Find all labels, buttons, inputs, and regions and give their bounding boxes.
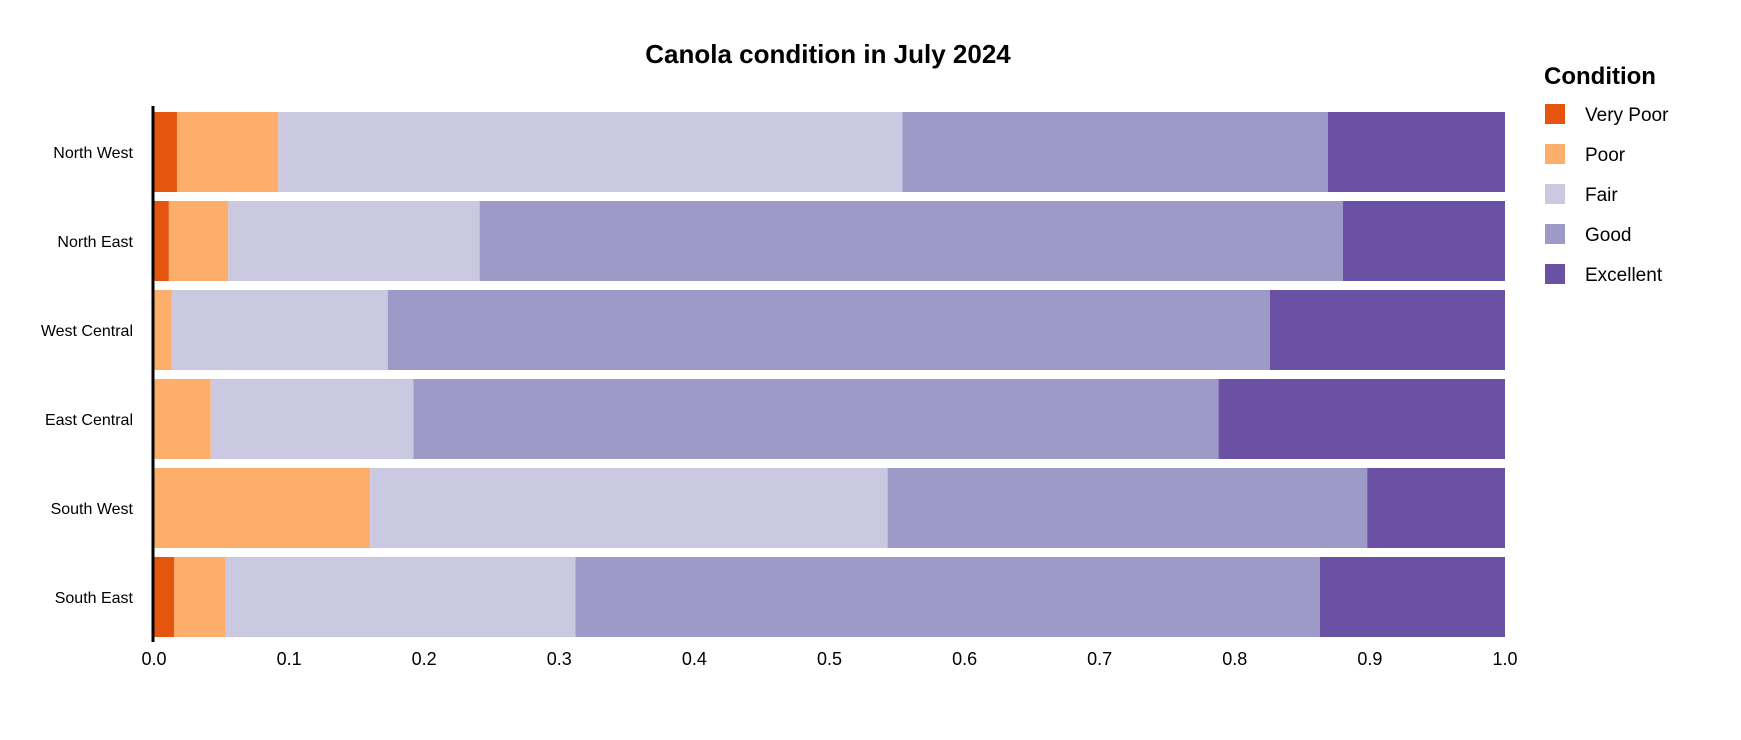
bar-west-central-poor bbox=[154, 290, 172, 370]
bar-west-central-good bbox=[387, 290, 1270, 370]
bar-south-east-poor bbox=[174, 557, 226, 637]
bar-east-central-fair bbox=[210, 379, 414, 459]
bar-south-west-fair bbox=[370, 468, 888, 548]
legend-label-poor: Poor bbox=[1585, 145, 1626, 166]
x-tick-label: 0.1 bbox=[277, 649, 302, 669]
legend-label-very-poor: Very Poor bbox=[1585, 105, 1669, 126]
category-label-east-central: East Central bbox=[45, 412, 133, 429]
bar-north-west-very-poor bbox=[154, 112, 177, 192]
x-tick-label: 0.4 bbox=[682, 649, 707, 669]
legend-swatch-good bbox=[1545, 224, 1565, 244]
bar-south-east-very-poor bbox=[154, 557, 175, 637]
x-axis-ticks: 0.0 0.1 0.2 0.3 0.4 0.5 0.6 0.7 0.8 0.9 1.0 bbox=[141, 649, 1517, 669]
bars-group bbox=[154, 112, 1505, 637]
legend-label-good: Good bbox=[1585, 225, 1631, 246]
bar-east-central-poor bbox=[154, 379, 211, 459]
category-label-north-east: North East bbox=[57, 234, 133, 251]
legend-swatch-poor bbox=[1545, 144, 1565, 164]
x-tick-label: 0.6 bbox=[952, 649, 977, 669]
bar-east-central-good bbox=[413, 379, 1219, 459]
x-tick-label: 0.5 bbox=[817, 649, 842, 669]
category-label-south-west: South West bbox=[51, 501, 134, 518]
x-tick-label: 0.8 bbox=[1222, 649, 1247, 669]
legend-swatch-very-poor bbox=[1545, 104, 1565, 124]
bar-north-east-good bbox=[479, 201, 1343, 281]
chart-title: Canola condition in July 2024 bbox=[645, 39, 1011, 69]
legend-label-excellent: Excellent bbox=[1585, 265, 1663, 286]
bar-north-west-excellent bbox=[1328, 112, 1505, 192]
bar-east-central-excellent bbox=[1218, 379, 1505, 459]
bar-south-west-good bbox=[887, 468, 1368, 548]
bar-south-east-fair bbox=[225, 557, 576, 637]
bar-south-west-excellent bbox=[1367, 468, 1505, 548]
bar-north-east-poor bbox=[168, 201, 229, 281]
bar-south-west-poor bbox=[154, 468, 371, 548]
x-tick-label: 0.9 bbox=[1357, 649, 1382, 669]
x-tick-label: 0.0 bbox=[141, 649, 166, 669]
category-label-south-east: South East bbox=[55, 590, 134, 607]
category-labels: North West North East West Central East Cen… bbox=[41, 145, 134, 607]
legend-label-fair: Fair bbox=[1585, 185, 1618, 206]
legend-title: Condition bbox=[1544, 63, 1656, 90]
bar-west-central-fair bbox=[171, 290, 388, 370]
bar-north-west-poor bbox=[176, 112, 279, 192]
legend: Condition Very Poor Poor Fair Good Excellent bbox=[1544, 63, 1669, 286]
x-tick-label: 0.7 bbox=[1087, 649, 1112, 669]
category-label-west-central: West Central bbox=[41, 323, 133, 340]
category-label-north-west: North West bbox=[53, 145, 133, 162]
bar-north-east-fair bbox=[228, 201, 480, 281]
bar-north-east-very-poor bbox=[154, 201, 169, 281]
x-tick-label: 1.0 bbox=[1492, 649, 1517, 669]
bar-north-east-excellent bbox=[1342, 201, 1505, 281]
x-tick-label: 0.3 bbox=[547, 649, 572, 669]
bar-west-central-excellent bbox=[1269, 290, 1505, 370]
x-tick-label: 0.2 bbox=[412, 649, 437, 669]
legend-swatch-excellent bbox=[1545, 264, 1565, 284]
bar-north-west-good bbox=[902, 112, 1329, 192]
legend-swatch-fair bbox=[1545, 184, 1565, 204]
bar-south-east-excellent bbox=[1319, 557, 1505, 637]
bar-north-west-fair bbox=[278, 112, 903, 192]
bar-south-east-good bbox=[575, 557, 1320, 637]
